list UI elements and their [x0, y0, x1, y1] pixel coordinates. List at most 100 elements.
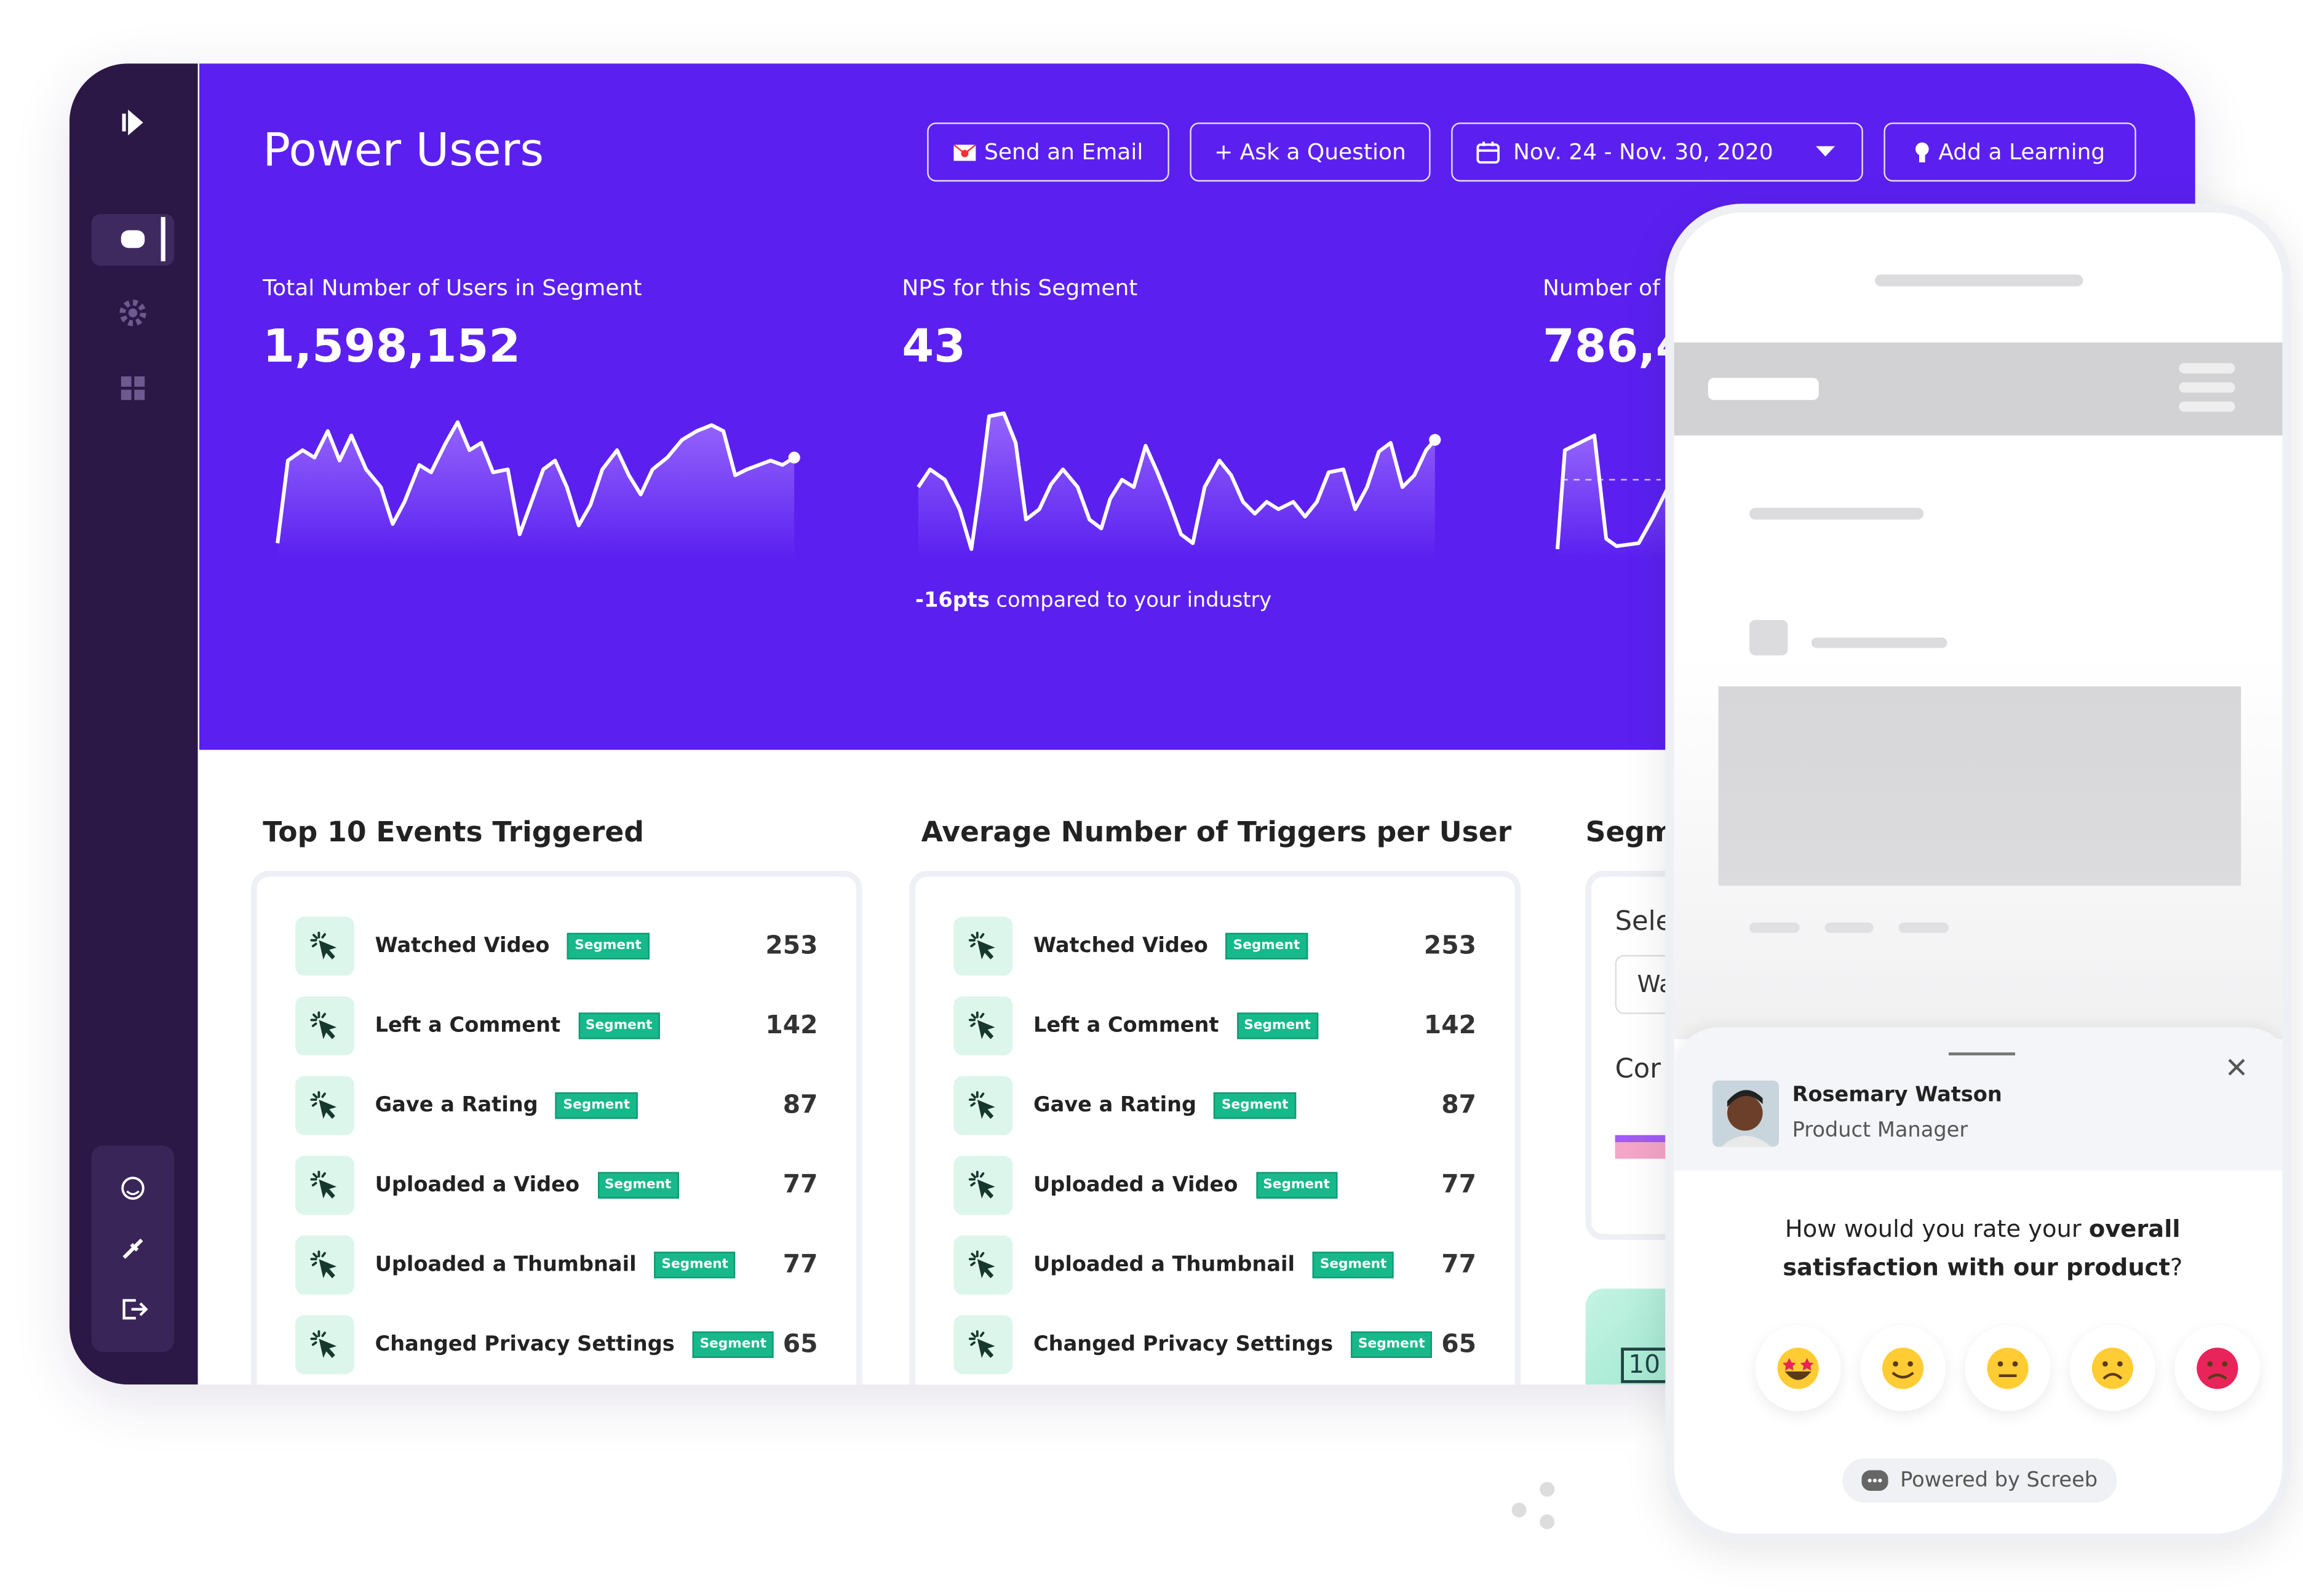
ask-question-button[interactable]: + Ask a Question — [1190, 122, 1431, 182]
placeholder — [1749, 620, 1788, 656]
metric-note: -16pts compared to your industry — [915, 589, 1271, 613]
section-title: Top 10 Events Triggered — [263, 816, 644, 849]
event-name: Uploaded a Video — [375, 1173, 580, 1197]
cursor-icon — [966, 1247, 1001, 1283]
add-learning-button[interactable]: Add a Learning — [1883, 122, 2136, 182]
emoji-eye — [2222, 1361, 2228, 1367]
event-count: 65 — [782, 1330, 818, 1360]
note-bold: -16pts — [915, 589, 990, 613]
rating-face[interactable] — [1755, 1325, 1841, 1411]
event-count: 77 — [782, 1170, 818, 1201]
segment-badge: Segment — [692, 1331, 774, 1358]
event-count: 77 — [1441, 1250, 1476, 1280]
event-name: Watched Video — [1033, 934, 1208, 958]
events-table: Watched Video Segment 253 Left a Comment Seg… — [909, 871, 1521, 1385]
event-count: 142 — [1423, 1011, 1476, 1041]
calendar-icon — [1476, 141, 1500, 164]
segment-badge: Segment — [1236, 1012, 1318, 1039]
segment-badge: Segment — [1225, 932, 1308, 960]
select-label: Sele — [1615, 906, 1673, 937]
event-row: Uploaded a Thumbnail Segment 77 — [953, 1234, 1476, 1296]
emoji — [1882, 1348, 1924, 1389]
cursor-icon — [966, 1008, 1001, 1044]
note-text: compared to your industry — [996, 589, 1272, 613]
menu-line — [2179, 401, 2235, 412]
powered-by[interactable]: Powered by Screeb — [1842, 1458, 2117, 1503]
emoji-face — [2091, 1348, 2134, 1389]
emoji-eye — [1893, 1361, 1898, 1367]
survey-widget: Rosemary Watson Product Manager How woul… — [1674, 1027, 2283, 1534]
event-row: Changed Privacy Settings Segment 65 — [953, 1314, 1476, 1376]
section-title: Segm — [1585, 816, 1674, 849]
rating-face[interactable] — [2174, 1325, 2261, 1411]
respondent-role: Product Manager — [1792, 1119, 1968, 1143]
envelope-icon — [953, 144, 976, 161]
question-bold: satisfaction with our product — [1783, 1253, 2170, 1282]
event-name: Gave a Rating — [375, 1094, 538, 1118]
event-row: Watched Video Segment 253 — [953, 915, 1476, 977]
cursor-icon — [966, 1088, 1001, 1124]
segment-badge: Segment — [1214, 1092, 1296, 1119]
emoji-eye — [2102, 1361, 2108, 1367]
event-icon — [295, 1315, 354, 1375]
cursor-icon — [966, 1167, 1001, 1203]
emoji — [1987, 1348, 2029, 1389]
event-icon — [953, 1235, 1013, 1295]
survey-question: How would you rate your overall satisfact… — [1748, 1210, 2217, 1287]
emoji-mouth — [1891, 1372, 1914, 1379]
menu-line — [2179, 382, 2235, 393]
segment-badge: Segment — [555, 1092, 638, 1119]
event-row: Uploaded a Thumbnail Segment 77 — [295, 1234, 818, 1296]
event-name: Left a Comment — [375, 1014, 561, 1038]
menu-line — [2179, 363, 2235, 374]
cursor-icon — [966, 1327, 1001, 1363]
event-row: Left a Comment Segment 142 — [295, 995, 818, 1057]
sidebar-icons — [91, 109, 175, 1352]
date-picker[interactable]: Nov. 24 - Nov. 30, 2020 — [1451, 122, 1863, 182]
bulb-icon — [1915, 141, 1929, 162]
sidebar — [69, 63, 198, 1385]
rating-face[interactable] — [2069, 1325, 2156, 1411]
event-count: 87 — [782, 1090, 818, 1121]
cursor-shape — [311, 1332, 336, 1358]
segment-badge: Segment — [1312, 1252, 1394, 1279]
cursor-shape — [970, 1252, 995, 1278]
emoji-eye — [2117, 1361, 2123, 1367]
sparklines — [276, 411, 1670, 558]
field-label: Cor — [1615, 1054, 1661, 1086]
question-bold: overall — [2088, 1215, 2181, 1243]
cursor-shape — [311, 1252, 336, 1278]
button-label: Add a Learning — [1938, 138, 2106, 165]
event-row: Left a Comment Segment 142 — [953, 995, 1476, 1057]
placeholder — [1811, 637, 1947, 648]
metric-value: 43 — [902, 320, 966, 374]
rating-face[interactable] — [1965, 1325, 2051, 1411]
cursor-shape — [970, 933, 995, 959]
event-name: Uploaded a Thumbnail — [375, 1253, 637, 1277]
event-name: Watched Video — [375, 934, 550, 958]
overlay — [1674, 655, 2283, 1039]
event-icon — [295, 1235, 354, 1295]
segment-badge: Segment — [567, 932, 649, 960]
event-name: Left a Comment — [1033, 1014, 1219, 1038]
emoji-eye — [1800, 1358, 1814, 1371]
emoji-mouth — [1784, 1371, 1812, 1380]
send-email-button[interactable]: Send an Email — [927, 122, 1169, 182]
event-count: 77 — [782, 1250, 818, 1280]
close-button[interactable] — [2226, 1057, 2247, 1078]
event-count: 77 — [1441, 1170, 1476, 1201]
emoji-mouth — [2208, 1373, 2227, 1380]
cursor-shape — [970, 1332, 995, 1358]
cursor-icon — [307, 1247, 343, 1283]
event-icon — [953, 1156, 1013, 1215]
event-count: 253 — [765, 931, 818, 961]
emoji — [2197, 1348, 2238, 1389]
cursor-icon — [307, 1327, 343, 1363]
loading-dots — [1511, 1482, 1555, 1530]
emoji-eye — [1997, 1361, 2003, 1367]
rating-face[interactable] — [1860, 1325, 1946, 1411]
cursor-shape — [311, 933, 336, 959]
segment-badge: Segment — [1255, 1172, 1337, 1199]
badge-icon: 10 — [1621, 1348, 1668, 1383]
